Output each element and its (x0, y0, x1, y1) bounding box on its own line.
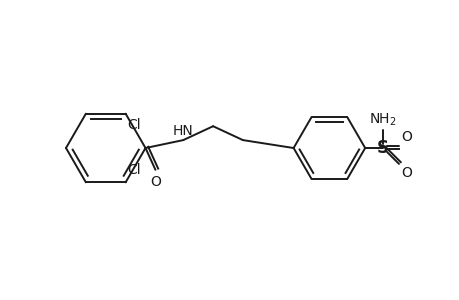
Text: O: O (150, 175, 161, 189)
Text: Cl: Cl (127, 118, 141, 132)
Text: S: S (376, 139, 388, 157)
Text: Cl: Cl (127, 164, 141, 177)
Text: O: O (400, 166, 411, 180)
Text: NH$_2$: NH$_2$ (369, 112, 396, 128)
Text: O: O (400, 130, 411, 144)
Text: HN: HN (173, 124, 193, 138)
